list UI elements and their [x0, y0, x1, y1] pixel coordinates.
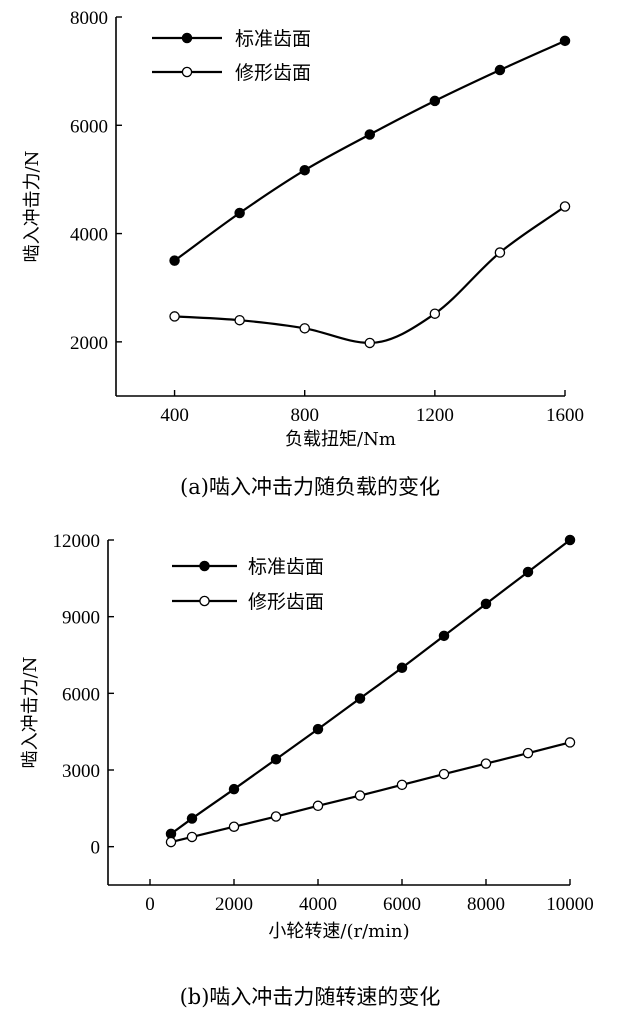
- data-point-modified: [564, 737, 576, 748]
- data-point-modified: [364, 337, 376, 349]
- x-tick-label: 800: [290, 405, 319, 426]
- data-point-standard: [186, 813, 198, 824]
- x-tick-label: 1200: [416, 405, 454, 426]
- data-point-modified: [559, 201, 571, 212]
- data-point-standard: [494, 64, 506, 76]
- legend-marker: [181, 66, 193, 78]
- x-tick-label: 4000: [299, 894, 337, 915]
- data-point-standard: [312, 723, 324, 735]
- x-axis-label: 负载扭矩/Nm: [285, 429, 396, 450]
- data-point-standard: [364, 129, 376, 140]
- data-point-modified: [354, 790, 366, 801]
- x-tick-label: 10000: [546, 894, 594, 915]
- chart-load: 2000 4000 6000 8000 400 800 1200 1600 啮入冲击力/N 负载扭…: [22, 8, 584, 499]
- series-line-modified: [174, 205, 566, 345]
- x-tick-label: 6000: [383, 894, 421, 915]
- y-tick-label: 0: [91, 838, 101, 859]
- data-point-standard: [564, 534, 576, 546]
- data-point-modified: [165, 836, 177, 848]
- x-tick-label: 8000: [467, 894, 505, 915]
- data-point-standard: [299, 164, 310, 176]
- chart-caption: (b)啮入冲击力随转速的变化: [180, 985, 441, 1009]
- y-tick-label: 3000: [62, 761, 100, 782]
- data-point-modified: [186, 831, 198, 843]
- legend-marker: [199, 560, 210, 572]
- data-point-modified: [480, 758, 492, 769]
- data-point-standard: [522, 566, 534, 578]
- data-point-standard: [559, 35, 571, 47]
- x-tick-label: 2000: [215, 894, 253, 915]
- data-point-modified: [396, 779, 408, 791]
- data-point-modified: [494, 247, 506, 258]
- x-tick-label: 1600: [546, 405, 584, 426]
- data-point-standard: [228, 783, 240, 795]
- data-point-standard: [270, 754, 282, 765]
- legend-label: 修形齿面: [248, 591, 324, 613]
- y-tick-label: 6000: [70, 116, 108, 137]
- data-point-modified: [228, 821, 240, 832]
- data-point-standard: [480, 598, 492, 610]
- data-point-modified: [234, 314, 245, 326]
- data-point-modified: [169, 311, 180, 322]
- data-point-standard: [429, 95, 441, 107]
- series-line-standard: [173, 39, 566, 262]
- y-tick-label: 2000: [70, 333, 108, 354]
- data-point-modified: [429, 308, 441, 319]
- y-tick-label: 12000: [53, 531, 101, 552]
- legend-label: 标准齿面: [235, 28, 311, 50]
- legend-marker: [181, 32, 193, 44]
- y-tick-label: 9000: [62, 608, 100, 629]
- data-point-standard: [234, 207, 245, 219]
- data-point-standard: [354, 693, 366, 704]
- data-point-modified: [438, 768, 450, 780]
- data-point-modified: [270, 811, 282, 822]
- x-tick-label: 400: [160, 405, 189, 426]
- y-tick-label: 4000: [70, 225, 108, 246]
- x-tick-label: 0: [145, 894, 155, 915]
- y-axis-label: 啮入冲击力/N: [22, 151, 43, 263]
- y-tick-label: 6000: [62, 684, 100, 705]
- legend-label: 标准齿面: [248, 556, 324, 578]
- data-point-standard: [438, 630, 450, 642]
- data-point-modified: [312, 800, 324, 812]
- data-point-standard: [169, 255, 180, 266]
- data-point-modified: [522, 747, 534, 759]
- y-tick-label: 8000: [70, 8, 108, 29]
- data-point-modified: [299, 323, 310, 334]
- y-axis-label: 啮入冲击力/N: [20, 657, 41, 769]
- chart-speed: 0 3000 6000 9000 12000 0 2000 4000 6000 8000 10000…: [20, 531, 594, 1009]
- chart-caption: (a)啮入冲击力随负载的变化: [180, 475, 440, 499]
- x-axis-label: 小轮转速/(r/min): [268, 921, 409, 942]
- legend-label: 修形齿面: [235, 62, 311, 84]
- legend-marker: [199, 595, 210, 607]
- data-point-standard: [396, 662, 408, 674]
